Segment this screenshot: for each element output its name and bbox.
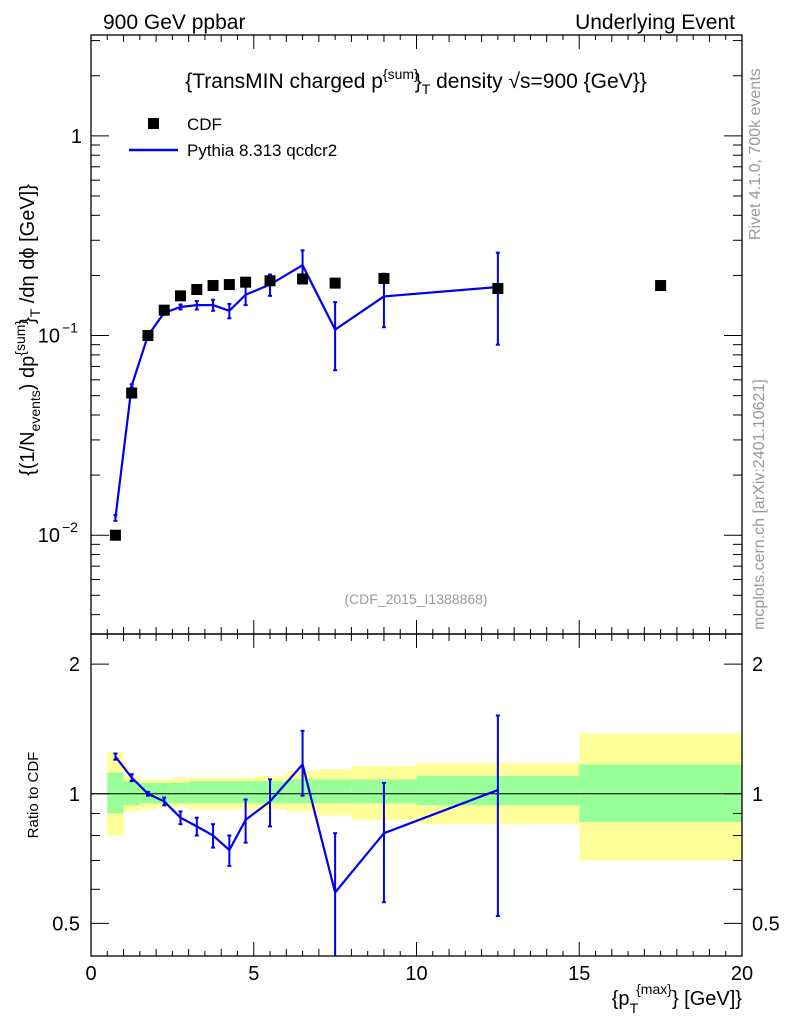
band-inner xyxy=(188,781,205,804)
x-tick-label: 20 xyxy=(731,963,753,985)
cdf-point xyxy=(175,290,187,302)
pythia-line xyxy=(114,263,498,519)
y-tick-label-exponent: −2 xyxy=(62,519,78,535)
header-right-label: Underlying Event xyxy=(575,11,735,34)
legend-cdf-marker xyxy=(148,118,159,129)
cdf-point xyxy=(142,330,154,342)
cdf-point xyxy=(264,275,276,287)
cdf-point xyxy=(655,280,667,292)
y-tick-label-exponent: −1 xyxy=(62,320,78,336)
cdf-point xyxy=(158,304,170,316)
header-left-label: 900 GeV ppbar xyxy=(103,11,245,34)
legend-pythia-label: Pythia 8.313 qcdcr2 xyxy=(187,141,337,160)
y-tick-label: 0.5 xyxy=(52,913,80,935)
mcplots-label: mcplots.cern.ch [arXiv:2401.10621] xyxy=(751,379,768,630)
y-tick-label-right: 1 xyxy=(752,784,763,806)
cdf-point xyxy=(223,279,235,291)
x-tick-label: 15 xyxy=(568,963,590,985)
cdf-point xyxy=(207,280,219,292)
ratio-series xyxy=(113,714,500,956)
band-inner xyxy=(318,779,352,804)
band-inner xyxy=(237,781,254,804)
plot-title: {TransMIN charged p{sum}}T density √s=90… xyxy=(185,66,646,97)
ratio-ylabel: Ratio to CDF xyxy=(25,752,42,839)
band-inner xyxy=(156,782,173,804)
main-series xyxy=(109,249,667,541)
band-inner xyxy=(204,781,222,804)
band-inner xyxy=(107,772,124,814)
x-tick-label: 0 xyxy=(85,963,96,985)
y-tick-label: 1 xyxy=(69,784,80,806)
x-tick-label: 5 xyxy=(248,963,259,985)
cdf-point xyxy=(329,277,341,289)
main-ylabel: {(1/Nevents) dp{sum}}T /dη dϕ [GeV]} xyxy=(12,184,43,476)
y-tick-label-right: 2 xyxy=(752,654,763,676)
y-tick-label-right: 0.5 xyxy=(752,913,780,935)
ratio-pythia-line xyxy=(114,755,499,895)
ratio-bands xyxy=(91,733,742,861)
cdf-point xyxy=(126,387,138,399)
legend: CDF Pythia 8.313 qcdcr2 xyxy=(129,115,337,160)
analysis-tag: (CDF_2015_I1388868) xyxy=(344,591,487,607)
cdf-point xyxy=(297,273,309,285)
band-inner xyxy=(579,764,742,822)
x-axis-label: {pT{max}} [GeV]} xyxy=(612,981,743,1016)
cdf-point xyxy=(191,284,203,296)
cdf-point xyxy=(109,529,121,541)
cdf-point xyxy=(378,273,390,285)
y-tick-label: 1 xyxy=(71,126,82,148)
cdf-point xyxy=(492,283,504,295)
cdf-point xyxy=(240,276,252,288)
band-inner xyxy=(172,782,189,804)
y-tick-label: 2 xyxy=(69,654,80,676)
y-tick-label: 10 xyxy=(38,326,60,348)
band-inner xyxy=(123,781,140,806)
x-tick-label: 10 xyxy=(405,963,427,985)
legend-cdf-label: CDF xyxy=(187,115,222,134)
band-inner xyxy=(221,781,238,804)
rivet-label: Rivet 4.1.0, 700k events xyxy=(747,68,764,240)
y-tick-label: 10 xyxy=(38,525,60,547)
ratio-axes: 0 5 10 15 20 0.5 0.5 1 1 2 2 xyxy=(52,35,780,985)
